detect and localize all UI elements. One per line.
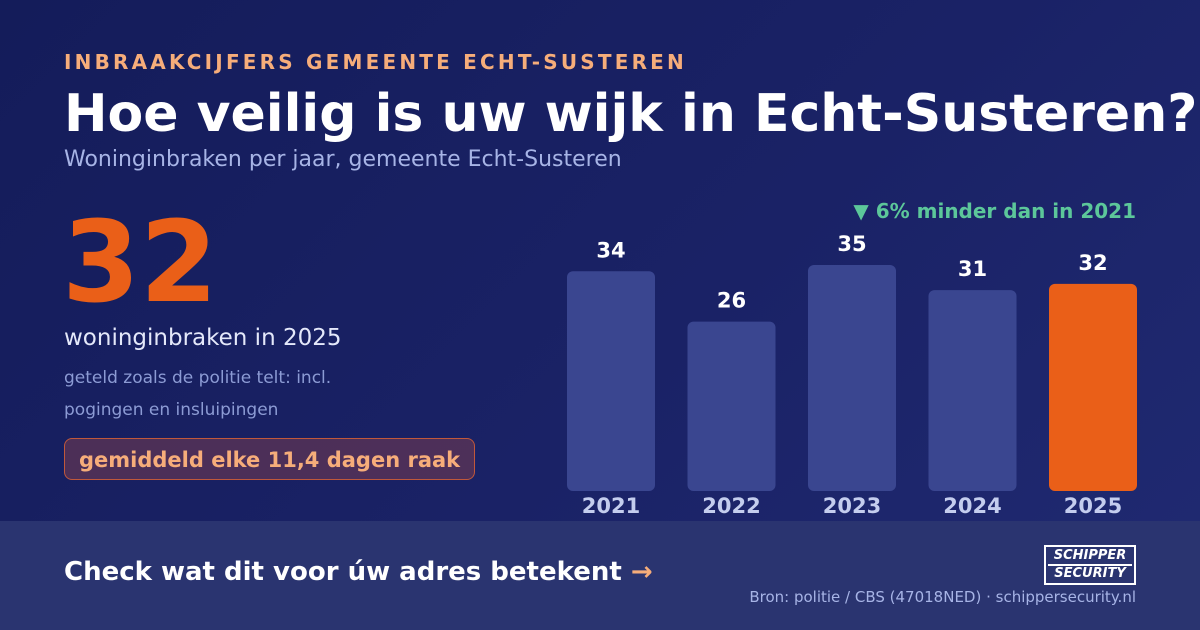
bar-2021 — [567, 271, 655, 491]
page-title: Hoe veilig is uw wijk in Echt-Susteren? — [64, 84, 1198, 144]
bar-2025 — [1049, 283, 1137, 491]
bar-2024 — [928, 290, 1017, 491]
tick-label-2021: 2021 — [582, 494, 640, 518]
cta-text: Check wat dit voor úw adres betekent — [64, 557, 622, 587]
cta-link[interactable]: Check wat dit voor úw adres betekent → — [64, 557, 653, 587]
value-label-2023: 35 — [837, 232, 866, 256]
arrow-right-icon: → — [630, 557, 653, 587]
highlight-number: 32 — [62, 198, 218, 328]
bar-2023 — [808, 265, 896, 491]
tick-label-2023: 2023 — [823, 494, 881, 518]
bar-2022 — [687, 321, 776, 491]
subtitle: Woninginbraken per jaar, gemeente Echt-S… — [64, 147, 622, 172]
logo-line-2: SECURITY — [1048, 564, 1132, 582]
value-label-2022: 26 — [717, 289, 746, 313]
frequency-pill: gemiddeld elke 11,4 dagen raak — [64, 438, 476, 480]
counting-note: geteld zoals de politie telt: incl. pogi… — [64, 368, 332, 420]
highlight-label: woninginbraken in 2025 — [64, 325, 342, 351]
change-indicator: ▼ 6% minder dan in 2021 — [853, 199, 1136, 223]
tick-label-2024: 2024 — [943, 494, 1001, 518]
logo-line-1: SCHIPPER — [1053, 548, 1127, 563]
kicker: INBRAAKCIJFERS GEMEENTE ECHT-SUSTEREN — [64, 50, 687, 74]
value-label-2024: 31 — [958, 257, 987, 281]
value-label-2021: 34 — [596, 238, 625, 262]
source-credit: Bron: politie / CBS (47018NED) · schippe… — [749, 588, 1136, 606]
tick-label-2022: 2022 — [702, 494, 760, 518]
value-label-2025: 32 — [1078, 251, 1107, 275]
footer: Check wat dit voor úw adres betekent → S… — [0, 521, 1200, 630]
company-logo: SCHIPPER SECURITY — [1044, 545, 1136, 585]
tick-label-2025: 2025 — [1064, 494, 1122, 518]
bar-chart: 34 2021 26 2022 35 2023 31 2024 32 2025 — [567, 232, 1137, 518]
